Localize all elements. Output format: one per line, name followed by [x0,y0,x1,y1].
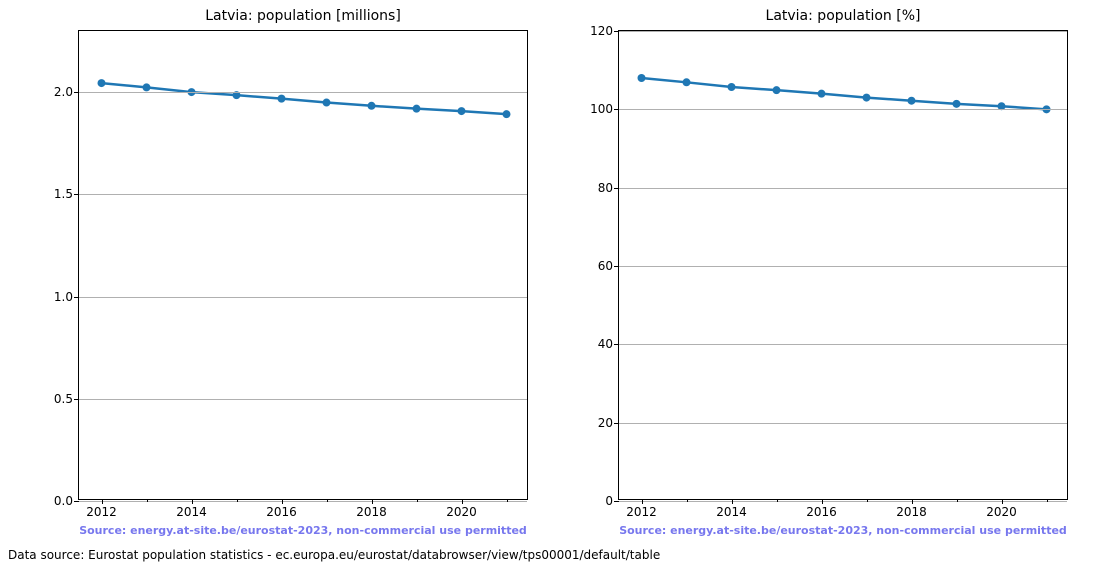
xtick-minor [687,499,688,502]
data-point [278,95,286,103]
xtick [462,499,463,504]
data-point [908,97,916,105]
xtick [1002,499,1003,504]
ytick-label: 20 [598,416,613,430]
ytick [614,423,619,424]
data-point [413,105,421,113]
data-point [953,100,961,108]
ytick [74,399,79,400]
xtick [642,499,643,504]
xtick-label: 2020 [446,505,477,519]
xtick-minor [237,499,238,502]
ytick-label: 120 [590,24,613,38]
data-point [143,83,151,91]
ytick-label: 0.0 [54,494,73,508]
xtick-minor [1047,499,1048,502]
ytick [74,92,79,93]
xtick [282,499,283,504]
xtick-label: 2016 [266,505,297,519]
subplot-right: Latvia: population [%] 02040608010012020… [618,30,1068,500]
ytick-label: 0 [605,494,613,508]
data-point [773,86,781,94]
ytick [614,501,619,502]
xtick [102,499,103,504]
data-point [638,74,646,82]
xtick [192,499,193,504]
ytick [614,109,619,110]
gridline [619,266,1067,267]
xtick-label: 2012 [86,505,117,519]
ytick [614,188,619,189]
ytick [74,297,79,298]
ytick-label: 80 [598,181,613,195]
subplot-left: Latvia: population [millions] 0.00.51.01… [78,30,528,500]
xtick-label: 2018 [356,505,387,519]
source-note-left: Source: energy.at-site.be/eurostat-2023,… [78,524,528,537]
xtick-minor [327,499,328,502]
ytick [74,501,79,502]
source-note-right: Source: energy.at-site.be/eurostat-2023,… [618,524,1068,537]
figure: Latvia: population [millions] 0.00.51.01… [0,0,1100,572]
xtick [912,499,913,504]
xtick-label: 2020 [986,505,1017,519]
gridline [619,31,1067,32]
series-line [102,83,507,114]
ytick [614,344,619,345]
gridline [619,188,1067,189]
ytick [74,194,79,195]
xtick-label: 2012 [626,505,657,519]
series-line [642,78,1047,109]
gridline [79,297,527,298]
plot-area-right: 02040608010012020122014201620182020 [618,30,1068,500]
xtick [822,499,823,504]
ytick-label: 1.0 [54,290,73,304]
data-point [323,99,331,107]
gridline [79,194,527,195]
gridline [619,344,1067,345]
ytick-label: 60 [598,259,613,273]
data-point [863,94,871,102]
data-point [458,107,466,115]
xtick [372,499,373,504]
xtick-minor [507,499,508,502]
ytick [614,266,619,267]
xtick-minor [777,499,778,502]
chart-title-right: Latvia: population [%] [618,8,1068,24]
gridline [619,109,1067,110]
data-point [728,83,736,91]
data-point [98,79,106,87]
xtick-minor [147,499,148,502]
data-source-footer: Data source: Eurostat population statist… [8,548,660,562]
xtick-label: 2014 [716,505,747,519]
ytick-label: 40 [598,337,613,351]
data-point [503,110,511,118]
xtick [732,499,733,504]
xtick-minor [417,499,418,502]
data-point [818,90,826,98]
gridline [619,423,1067,424]
ytick-label: 2.0 [54,85,73,99]
xtick-label: 2014 [176,505,207,519]
gridline [79,399,527,400]
ytick [614,31,619,32]
xtick-minor [957,499,958,502]
ytick-label: 100 [590,102,613,116]
data-point [368,102,376,110]
ytick-label: 0.5 [54,392,73,406]
xtick-minor [867,499,868,502]
line-series-left [79,31,529,501]
xtick-label: 2018 [896,505,927,519]
ytick-label: 1.5 [54,187,73,201]
data-point [683,78,691,86]
chart-title-left: Latvia: population [millions] [78,8,528,24]
xtick-label: 2016 [806,505,837,519]
gridline [79,92,527,93]
plot-area-left: 0.00.51.01.52.020122014201620182020 [78,30,528,500]
